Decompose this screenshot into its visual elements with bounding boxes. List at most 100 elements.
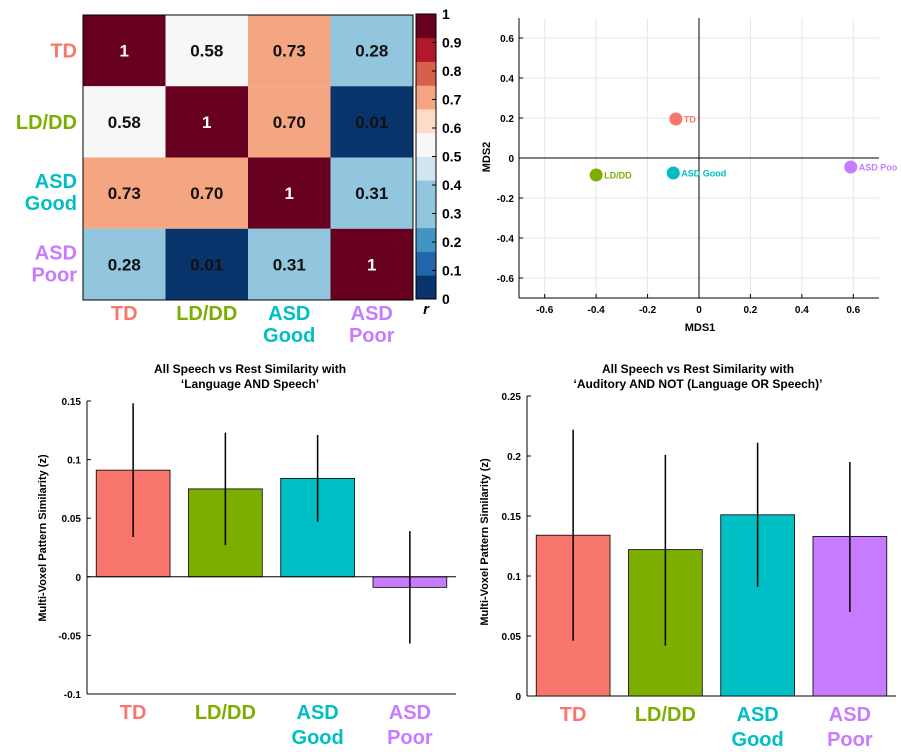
bar-y-tick-label: 0.15 [62, 397, 82, 408]
colorbar-tick-label: 0.2 [442, 234, 462, 250]
heatmap-row-label: Poor [31, 264, 77, 286]
mds-point [844, 160, 858, 174]
bar-category-label: Poor [387, 727, 433, 749]
correlation-heatmap: 1 0.58 0.73 0.28 0.58 1 0.70 0.01 0.73 0.70 1 0.31 0… [16, 14, 414, 347]
mds-x-tick-label: 0.6 [846, 305, 860, 316]
mds-y-axis-label: MDS2 [481, 142, 493, 173]
heatmap-cell [248, 228, 331, 300]
heatmap-cell [330, 228, 413, 300]
colorbar-segment [416, 180, 436, 205]
mds-x-tick-label: -0.4 [588, 305, 606, 316]
heatmap-cell-value: 0.70 [273, 113, 306, 132]
heatmap-cell [248, 157, 331, 229]
colorbar-segment [416, 251, 436, 276]
heatmap-cell [83, 157, 166, 229]
bar-category-label: ASD [829, 704, 871, 726]
bar-y-tick-label: 0.1 [507, 572, 521, 583]
mds-y-tick-label: -0.2 [497, 194, 515, 205]
colorbar-tick-label: 0.5 [442, 149, 462, 165]
heatmap-cell [248, 15, 331, 87]
bar1-title-line2: ‘Language AND Speech’ [181, 377, 319, 391]
mds-point-label: ASD Good [681, 169, 726, 179]
heatmap-cell [165, 15, 248, 87]
heatmap-cell [165, 157, 248, 229]
heatmap-col-label: Good [263, 325, 315, 347]
mds-x-tick-label: -0.6 [536, 305, 554, 316]
mds-point-label: ASD Poo [859, 163, 898, 173]
colorbar-label: r [423, 301, 430, 318]
colorbar-tick-label: 0.1 [442, 263, 462, 279]
mds-point [666, 166, 680, 180]
bar-category-label: ASD [297, 702, 339, 724]
colorbar-segment [416, 109, 436, 134]
heatmap-cell [165, 228, 248, 300]
heatmap-cell-value: 1 [367, 255, 376, 274]
heatmap-col-label: ASD [268, 303, 310, 325]
colorbar-segment [416, 227, 436, 252]
colorbar: r 0 0.1 0.2 0.3 0.4 0.5 0.6 0.7 0.8 0.9 1 [415, 6, 462, 318]
colorbar-tick-label: 0.6 [442, 120, 462, 136]
heatmap-cell-value: 0.73 [273, 42, 306, 61]
heatmap-cell [83, 15, 166, 87]
heatmap-cell-value: 0.31 [273, 255, 306, 274]
bar-category-label: ASD [389, 702, 431, 724]
colorbar-tick-label: 0.3 [442, 206, 462, 222]
colorbar-segment [416, 204, 436, 229]
colorbar-segment [416, 275, 436, 300]
bar-chart-language-speech: All Speech vs Rest Similarity with ‘Lang… [37, 362, 456, 749]
heatmap-row-label: Good [25, 193, 77, 215]
heatmap-cell-value: 0.01 [355, 113, 388, 132]
heatmap-col-label: TD [111, 303, 138, 325]
heatmap-cell-value: 0.01 [190, 255, 223, 274]
colorbar-tick-label: 0 [442, 291, 450, 307]
bar-y-tick-label: 0 [515, 692, 521, 703]
heatmap-cell [330, 86, 413, 158]
mds-point [669, 112, 683, 126]
colorbar-tick-label: 0.7 [442, 92, 462, 108]
bar1-title-line1: All Speech vs Rest Similarity with [154, 362, 346, 376]
bar-y-tick-label: 0.1 [67, 456, 81, 467]
bar-category-label: ASD [737, 704, 779, 726]
bar-y-tick-label: 0.2 [507, 452, 521, 463]
heatmap-row-label: ASD [35, 171, 77, 193]
bar-y-tick-label: 0.05 [502, 632, 522, 643]
heatmap-cell-value: 0.70 [190, 184, 223, 203]
mds-x-tick-label: 0 [696, 305, 702, 316]
bar-category-label: Good [732, 729, 784, 751]
colorbar-segment [416, 156, 436, 181]
mds-y-tick-label: -0.4 [497, 234, 515, 245]
heatmap-col-label: Poor [349, 325, 395, 347]
bar-chart-auditory-not-language: All Speech vs Rest Similarity with ‘Audi… [479, 362, 896, 751]
heatmap-cell-value: 0.58 [190, 42, 223, 61]
bar-y-tick-label: 0 [75, 573, 81, 584]
bar-y-tick-label: 0.15 [502, 512, 522, 523]
bar2-y-axis-label: Multi-Voxel Pattern Similarity (z) [479, 458, 491, 626]
bar-category-label: LD/DD [635, 704, 696, 726]
mds-point [589, 168, 603, 182]
heatmap-cell [248, 86, 331, 158]
bar-y-tick-label: 0.05 [62, 514, 82, 525]
heatmap-cell-value: 0.28 [355, 42, 388, 61]
bar-y-tick-label: -0.1 [64, 690, 82, 701]
mds-scatter-plot: MDS1 MDS2 -0.6 -0.4 -0.2 0 0.2 0.4 0.6 0.6 0.4 0.… [481, 18, 898, 334]
heatmap-cell-value: 0.31 [355, 184, 388, 203]
mds-point-label: LD/DD [604, 171, 632, 181]
bar-y-tick-label: -0.05 [58, 631, 81, 642]
colorbar-tick-label: 0.9 [442, 35, 462, 51]
mds-y-tick-label: 0.2 [500, 114, 514, 125]
mds-y-tick-label: 0.6 [500, 34, 514, 45]
bar2-title-line1: All Speech vs Rest Similarity with [602, 362, 794, 376]
heatmap-col-label: ASD [351, 303, 393, 325]
heatmap-cell [83, 228, 166, 300]
bar-y-tick-label: 0.25 [502, 392, 522, 403]
heatmap-row-label: ASD [35, 242, 77, 264]
colorbar-tick-label: 0.4 [442, 177, 462, 193]
mds-point-label: TD [684, 115, 696, 125]
mds-y-tick-label: 0 [508, 154, 514, 165]
colorbar-segment [416, 61, 436, 86]
colorbar-tick-label: 1 [442, 6, 450, 22]
mds-x-tick-label: 0.4 [795, 305, 809, 316]
mds-y-tick-label: -0.6 [497, 274, 515, 285]
colorbar-segment [416, 85, 436, 110]
